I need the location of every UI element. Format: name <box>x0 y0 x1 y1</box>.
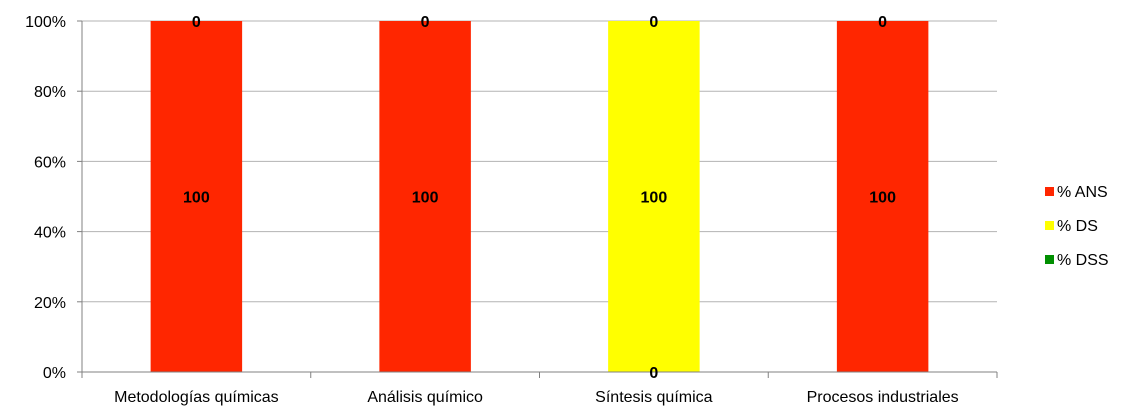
bar-3-0 <box>836 21 929 372</box>
bar-2-1 <box>608 21 700 372</box>
legend: % ANS % DS % DSS <box>1045 184 1109 269</box>
y-tick-label-3: 60% <box>34 154 66 171</box>
data-label-top-2: 0 <box>649 14 658 31</box>
data-label-0-0: 100 <box>183 190 210 207</box>
category-label-0: Metodologías químicas <box>114 389 279 406</box>
y-axis-ticks: 0% 20% 40% 60% 80% 100% <box>25 14 66 382</box>
category-labels: Metodologías químicas Análisis químico Sín… <box>114 389 959 406</box>
y-tick-label-1: 20% <box>34 295 66 312</box>
category-label-1: Análisis químico <box>367 389 483 406</box>
category-label-2: Síntesis química <box>595 389 712 406</box>
legend-swatch-1 <box>1045 221 1054 230</box>
data-label-2-0: 0 <box>649 365 658 382</box>
legend-label-0: % ANS <box>1057 184 1108 201</box>
axes <box>77 20 998 378</box>
data-label-1-0: 100 <box>412 190 439 207</box>
data-label-1-1: 0 <box>421 14 430 31</box>
legend-label-1: % DS <box>1057 218 1098 235</box>
legend-swatch-0 <box>1045 187 1054 196</box>
bars <box>150 21 929 372</box>
legend-swatch-2 <box>1045 255 1054 264</box>
legend-label-2: % DSS <box>1057 252 1109 269</box>
bar-0-0 <box>150 21 243 372</box>
data-labels: 100 0 100 0 0 100 100 0 0 <box>183 14 896 382</box>
data-label-2-1: 100 <box>641 190 668 207</box>
data-label-3-0: 100 <box>869 190 896 207</box>
y-tick-label-0: 0% <box>43 365 66 382</box>
y-tick-label-2: 40% <box>34 225 66 242</box>
y-tick-label-4: 80% <box>34 84 66 101</box>
data-label-3-1: 0 <box>878 14 887 31</box>
category-label-3: Procesos industriales <box>807 389 959 406</box>
y-tick-label-5: 100% <box>25 14 66 31</box>
bar-1-0 <box>379 21 471 372</box>
data-label-0-1: 0 <box>192 14 201 31</box>
